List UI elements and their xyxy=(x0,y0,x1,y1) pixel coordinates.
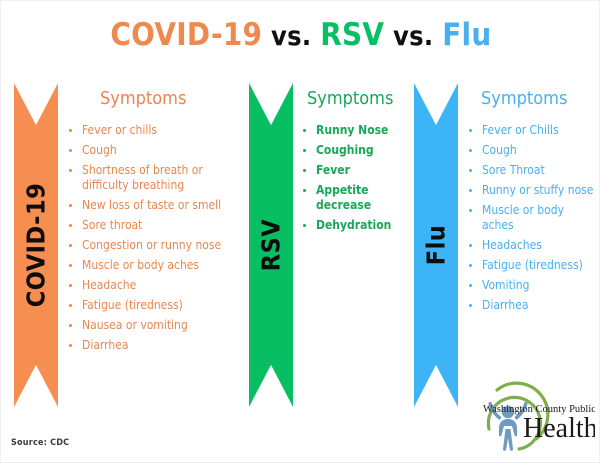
ribbon-covid19: COVID-19 xyxy=(14,83,58,407)
ribbon-label-rsv: RSV xyxy=(256,218,286,272)
logo-person-icon xyxy=(488,401,528,451)
list-item: Diarrhea xyxy=(67,338,245,353)
list-item: Headache xyxy=(67,278,245,293)
logo-artwork: Washington County Public Health xyxy=(483,381,595,451)
list-item: Nausea or vomiting xyxy=(67,318,245,333)
logo-arc-left xyxy=(486,395,542,451)
page-title: COVID-19 vs. RSV vs. Flu xyxy=(1,17,599,53)
list-item: Cough xyxy=(67,143,245,158)
list-item: Muscle or body aches xyxy=(67,258,245,273)
column-flu: Symptoms Fever or Chills Cough Sore Thro… xyxy=(467,89,597,318)
title-vs-1: vs. xyxy=(262,21,321,52)
list-item: Fever or chills xyxy=(67,123,245,138)
list-item: Congestion or runny nose xyxy=(67,238,245,253)
title-part-covid: COVID-19 xyxy=(110,17,263,53)
list-item: Dehydration xyxy=(301,218,411,233)
title-part-flu: Flu xyxy=(442,17,492,53)
title-part-rsv: RSV xyxy=(320,17,385,53)
list-item: Coughing xyxy=(301,143,411,158)
column-heading-covid19: Symptoms xyxy=(100,88,187,109)
list-item: Runny Nose xyxy=(301,123,411,138)
logo-arc-right xyxy=(495,381,550,441)
list-item: Sore throat xyxy=(67,218,245,233)
list-item: Sore Throat xyxy=(467,163,597,178)
column-heading-flu: Symptoms xyxy=(481,88,568,109)
symptom-list-flu: Fever or Chills Cough Sore Throat Runny … xyxy=(467,123,597,313)
list-item: Fever or Chills xyxy=(467,123,597,138)
list-item: Runny or stuffy nose xyxy=(467,183,597,198)
list-item: Muscle or body aches xyxy=(467,203,597,233)
source-credit: Source: CDC xyxy=(11,438,70,448)
organization-logo: Washington County Public Health xyxy=(475,379,595,455)
ribbon-rsv: RSV xyxy=(249,83,293,407)
ribbon-flu: Flu xyxy=(414,83,458,407)
symptom-list-rsv: Runny Nose Coughing Fever Appetite decre… xyxy=(301,123,411,233)
logo-text-line2: Health xyxy=(523,413,595,444)
column-rsv: Symptoms Runny Nose Coughing Fever Appet… xyxy=(301,89,411,238)
list-item: Cough xyxy=(467,143,597,158)
list-item: Fever xyxy=(301,163,411,178)
list-item: Fatigue (tiredness) xyxy=(67,298,245,313)
list-item: Diarrhea xyxy=(467,298,597,313)
logo-text-line1: Washington County Public xyxy=(483,404,595,415)
list-item: Fatigue (tiredness) xyxy=(467,258,597,273)
ribbon-label-flu: Flu xyxy=(421,224,451,266)
list-item: New loss of taste or smell xyxy=(67,198,245,213)
list-item: Vomiting xyxy=(467,278,597,293)
symptom-list-covid19: Fever or chills Cough Shortness of breat… xyxy=(67,123,245,353)
list-item: Appetite decrease xyxy=(301,183,411,213)
column-covid19: Symptoms Fever or chills Cough Shortness… xyxy=(67,89,245,358)
list-item: Shortness of breath or difficulty breath… xyxy=(67,163,245,193)
ribbon-label-covid19: COVID-19 xyxy=(21,182,51,308)
list-item: Headaches xyxy=(467,238,597,253)
title-vs-2: vs. xyxy=(384,21,443,52)
column-heading-rsv: Symptoms xyxy=(307,88,394,109)
